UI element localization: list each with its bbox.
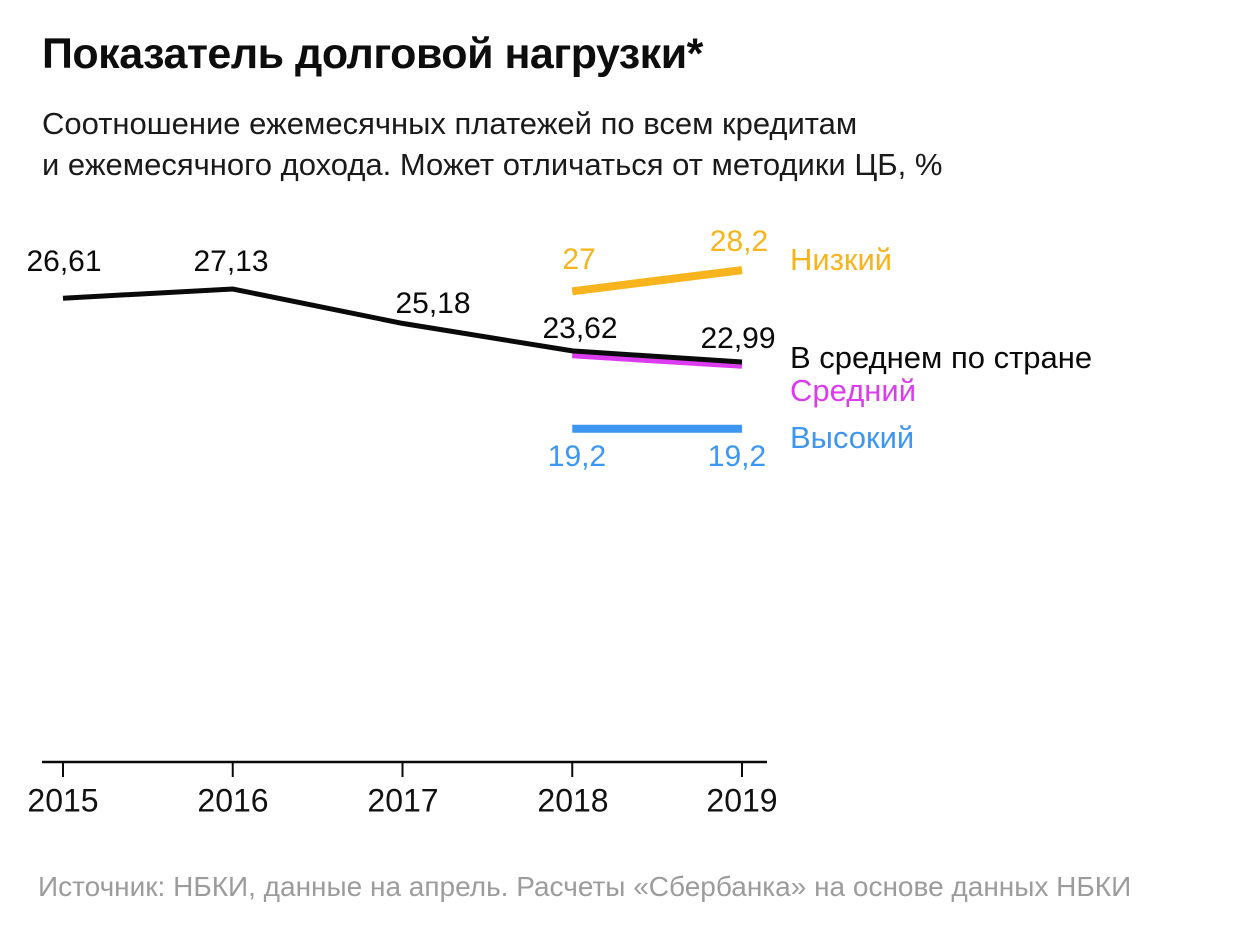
line-average: [62, 286, 743, 365]
page-title: Показатель долговой нагрузки*: [42, 30, 703, 78]
x-tick-label-2017: 2017: [367, 782, 439, 819]
legend-label-middle: Средний: [790, 373, 917, 408]
chart-subtitle-line-2: и ежемесячного дохода. Может отличаться …: [42, 147, 943, 182]
chart-subtitle-line-1: Соотношение ежемесячных платежей по всем…: [42, 106, 858, 141]
chart-subtitle: Соотношение ежемесячных платежей по всем…: [42, 103, 942, 185]
line-low: [571, 266, 743, 296]
legend-label-average: В среднем по стране: [790, 340, 1093, 375]
value-label-average-2016: 27,13: [193, 245, 269, 278]
line-middle: [572, 351, 743, 369]
value-label-average-2019: 22,99: [700, 322, 776, 355]
value-label-average-2017: 25,18: [395, 287, 471, 320]
source-note: Источник: НБКИ, данные на апрель. Расчет…: [38, 871, 1132, 902]
value-label-average-2015: 26,61: [26, 245, 102, 278]
value-label-high-2019: 19,2: [707, 440, 767, 473]
value-label-low-2019: 28,2: [709, 225, 769, 258]
x-tick-label-2019: 2019: [706, 782, 778, 819]
value-label-average-2018: 23,62: [542, 312, 618, 345]
legend-label-low: Низкий: [790, 242, 893, 277]
x-tick-label-2018: 2018: [537, 782, 609, 819]
value-label-low-2018: 27: [562, 243, 596, 276]
value-label-high-2018: 19,2: [547, 440, 607, 473]
x-tick-label-2016: 2016: [197, 782, 269, 819]
x-tick-label-2015: 2015: [27, 782, 99, 819]
legend-label-high: Высокий: [790, 420, 915, 455]
